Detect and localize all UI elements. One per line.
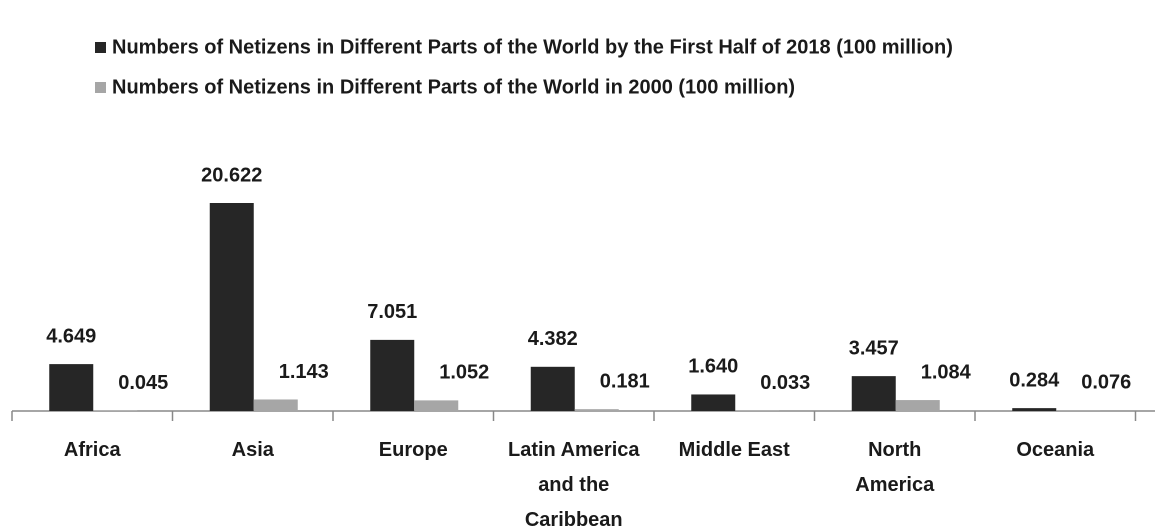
bar <box>1056 410 1101 411</box>
data-label: 1.143 <box>279 361 329 383</box>
x-tick-label: Africa <box>63 439 121 461</box>
data-label: 20.622 <box>201 164 262 186</box>
data-label: 7.051 <box>367 301 417 323</box>
bar <box>1012 408 1057 411</box>
data-label: 0.045 <box>118 372 168 394</box>
data-label: 1.640 <box>688 356 738 378</box>
data-label: 3.457 <box>849 337 899 359</box>
data-label: 0.033 <box>760 372 810 394</box>
data-label: 1.084 <box>921 361 972 383</box>
legend-label: Numbers of Netizens in Different Parts o… <box>112 36 953 58</box>
data-label: 1.052 <box>439 362 489 384</box>
bar <box>574 409 619 411</box>
bar <box>370 339 415 411</box>
legend-swatch <box>95 42 106 53</box>
bar <box>851 376 896 411</box>
bar <box>253 399 298 411</box>
legend-label: Numbers of Netizens in Different Parts o… <box>112 76 795 98</box>
x-tick-label: Asia <box>231 439 274 461</box>
data-label: 0.076 <box>1081 372 1131 394</box>
data-label: 0.181 <box>600 370 650 392</box>
bar <box>691 394 736 411</box>
x-tick-label: North America <box>855 439 935 496</box>
legend-swatch <box>95 82 106 93</box>
x-tick-label: Latin America and the Caribbean <box>507 439 640 531</box>
x-tick-label: Middle East <box>678 439 790 461</box>
x-tick-label: Europe <box>378 439 448 461</box>
bar <box>530 366 575 411</box>
bar <box>209 203 254 411</box>
bar <box>49 364 94 411</box>
bar <box>414 400 459 411</box>
bar <box>895 400 940 411</box>
data-label: 4.382 <box>528 328 578 350</box>
x-tick-label: Oceania <box>1016 439 1095 461</box>
data-label: 0.284 <box>1009 369 1060 391</box>
data-label: 4.649 <box>46 325 96 347</box>
